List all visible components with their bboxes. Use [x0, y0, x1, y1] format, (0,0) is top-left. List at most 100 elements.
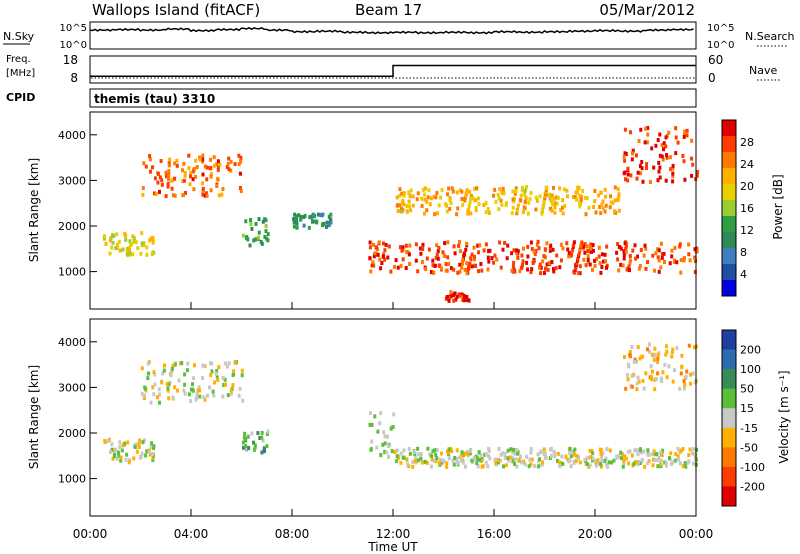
power-cell-4: [679, 270, 683, 275]
velocity-cell-4: [653, 458, 657, 463]
velocity-cell-4: [656, 458, 660, 463]
velocity-cell-4: [493, 457, 497, 462]
velocity-cell-0: [128, 458, 132, 463]
beam-label: Beam 17: [355, 1, 422, 19]
velocity-cell-4: [472, 455, 476, 460]
velocity-cell-1: [226, 393, 230, 398]
power-cell-5: [448, 206, 452, 211]
power-cell-2: [264, 224, 268, 229]
power-cell-6: [664, 178, 668, 183]
power-cell-5: [395, 203, 399, 208]
velocity-cell-0: [110, 447, 114, 452]
power-cell-4: [663, 260, 666, 264]
power-cell-5: [522, 205, 526, 210]
velocity-cell-4: [657, 455, 661, 460]
power-cell-0: [128, 251, 132, 256]
power-cell-0: [131, 252, 135, 257]
velocity-cell-5: [623, 355, 626, 360]
velocity-cell-4: [530, 457, 534, 462]
power-cell-4: [542, 271, 546, 275]
velocity-cell-2: [260, 450, 264, 455]
power-cell-5: [501, 186, 505, 191]
power-cell-1: [149, 169, 152, 174]
velocity-cell-2: [247, 446, 251, 450]
velocity-ylabel: Slant Range [km]: [27, 365, 41, 469]
power-cell-3: [315, 219, 319, 224]
power-cell-5: [463, 196, 467, 201]
power-cell-1: [217, 165, 220, 169]
velocity-cell-4: [635, 460, 639, 465]
power-cell-5: [525, 185, 528, 190]
velocity-cell-4: [515, 448, 519, 452]
power-cell-1: [201, 186, 205, 191]
velocity-cell-1: [194, 397, 198, 402]
power-cell-4: [473, 254, 476, 259]
power-cell-4: [582, 244, 586, 249]
power-cell-5: [492, 193, 496, 198]
power-cell-4: [591, 267, 594, 272]
velocity-cell-4: [646, 451, 650, 456]
velocity-cell-4: [590, 449, 594, 453]
power-cell-3: [292, 224, 296, 229]
power-cell-4: [487, 259, 491, 264]
power-cell-4: [573, 270, 577, 275]
power-cell-5: [521, 209, 525, 214]
velocity-cell-4: [548, 456, 552, 460]
velocity-cell-1: [202, 364, 206, 368]
velocity-cell-4: [552, 449, 556, 454]
power-cell-4: [537, 246, 541, 251]
power-cell-2: [249, 218, 253, 222]
power-cell-5: [475, 186, 478, 191]
power-cell-3: [327, 223, 331, 228]
velocity-cell-4: [420, 460, 424, 465]
power-cell-1: [229, 159, 233, 164]
power-cell-5: [484, 200, 488, 205]
velocity-cell-4: [542, 447, 546, 452]
velocity-cell-4: [499, 452, 503, 457]
power-cell-5: [426, 195, 430, 200]
power-cell-1: [187, 153, 191, 158]
power-cell-4: [389, 269, 393, 274]
velocity-cell-4: [425, 460, 429, 465]
velocity-cell-4: [509, 447, 513, 452]
power-cell-3: [292, 220, 296, 225]
power-cell-1: [213, 163, 216, 168]
power-cell-3: [320, 213, 324, 218]
velocity-cell-4: [591, 456, 595, 461]
power-cell-4: [625, 267, 629, 272]
power-cell-4: [657, 248, 661, 253]
power-cell-2: [257, 230, 261, 235]
vel-y-tick-label: 4000: [58, 336, 86, 349]
power-cell-4: [588, 262, 592, 267]
power-cell-4: [503, 240, 507, 245]
power-cell-4: [659, 241, 663, 246]
velocity-cell-4: [607, 460, 611, 465]
power-cell-4: [396, 265, 400, 270]
power-cell-5: [432, 194, 436, 199]
power-cell-6: [645, 140, 649, 145]
velocity-cell-4: [575, 454, 579, 458]
power-cell-4: [657, 258, 661, 263]
velocity-cell-2: [253, 445, 257, 450]
velocity-cell-0: [109, 450, 112, 454]
power-cell-0: [130, 242, 133, 247]
power-cell-1: [205, 177, 209, 182]
velocity-cell-1: [187, 392, 191, 397]
power-cell-5: [448, 196, 452, 200]
power-cell-4: [532, 249, 536, 254]
power-cell-4: [443, 241, 447, 246]
velocity-cell-2: [245, 446, 249, 451]
power-cell-4: [604, 259, 608, 264]
velocity-cell-1: [202, 395, 206, 400]
velocity-cell-4: [528, 457, 532, 462]
power-cell-4: [482, 248, 486, 253]
power-cell-4: [444, 262, 448, 267]
power-cell-4: [695, 246, 699, 251]
velocity-cell-2: [262, 446, 266, 451]
velocity-cell-4: [435, 448, 439, 453]
power-cell-4: [521, 259, 525, 264]
power-cell-1: [171, 193, 175, 198]
power-cell-4: [619, 262, 623, 267]
power-cell-4: [377, 240, 381, 245]
power-cell-7: [452, 293, 455, 298]
